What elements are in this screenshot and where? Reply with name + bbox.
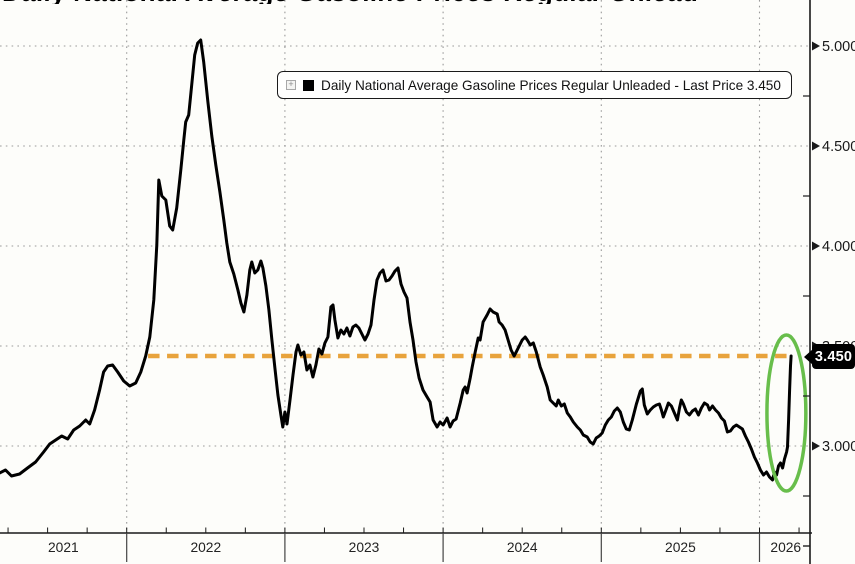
- y-axis-arrow-icon: [812, 141, 820, 151]
- last-price-badge: 3.450: [804, 344, 855, 369]
- x-axis-label: 2021: [48, 540, 79, 555]
- legend-series-marker-icon: [303, 79, 314, 91]
- highlight-ellipse: [765, 333, 808, 493]
- y-axis-arrow-icon: [812, 41, 820, 51]
- x-axis-label: 2024: [507, 540, 538, 555]
- y-axis-arrow-icon: [812, 241, 820, 251]
- legend-expand-icon[interactable]: +: [286, 80, 296, 90]
- axes: [0, 0, 812, 564]
- y-axis-arrow-icon: [812, 441, 820, 451]
- y-axis-label: 5.000: [822, 39, 855, 55]
- price-line-series: [0, 38, 793, 482]
- y-axis-label: 4.500: [822, 139, 855, 155]
- y-axis-label: 3.000: [822, 439, 855, 455]
- x-axis-label: 2026: [770, 540, 801, 555]
- x-axis-label: 2022: [190, 540, 221, 555]
- y-axis-label: 4.000: [822, 239, 855, 255]
- gridlines: [0, 0, 810, 533]
- legend-label: Daily National Average Gasoline Prices R…: [321, 77, 781, 93]
- chart-legend[interactable]: + Daily National Average Gasoline Prices…: [277, 71, 792, 99]
- x-axis-label: 2023: [349, 540, 380, 555]
- x-axis-label: 2025: [665, 540, 696, 555]
